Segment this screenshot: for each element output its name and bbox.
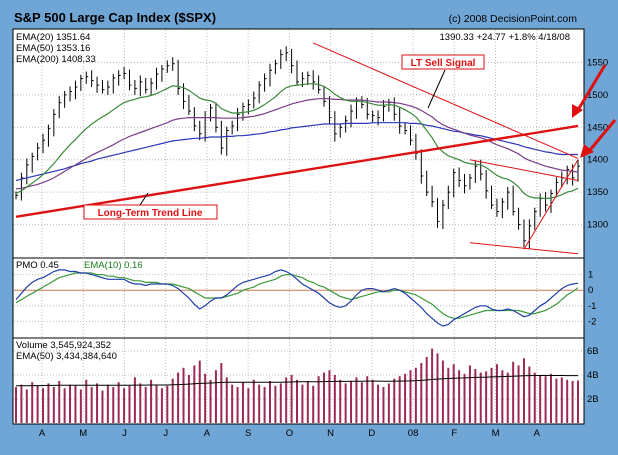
price-tick-label: 1500	[587, 90, 608, 101]
x-tick-label: S	[245, 428, 251, 439]
legend-pmo: PMO 0.45	[16, 260, 59, 271]
trendline	[313, 42, 579, 159]
volume-layer	[15, 348, 579, 423]
x-tick-label: M	[79, 428, 87, 439]
x-tick-label: F	[451, 428, 457, 439]
trendline-label: Long-Term Trend Line	[98, 208, 203, 219]
price-layer	[15, 42, 580, 255]
copyright: (c) 2008 DecisionPoint.com	[449, 13, 578, 25]
grid-lines	[14, 30, 583, 423]
sell-signal-label: LT Sell Signal	[411, 58, 476, 69]
x-tick-label: A	[534, 428, 541, 439]
sell-signal-pointer	[427, 69, 446, 109]
volume-tick-label: 2B	[587, 394, 599, 405]
x-tick-label: D	[368, 428, 375, 439]
x-tick-label: J	[122, 428, 127, 439]
pmo-tick-label: -2	[588, 316, 596, 327]
x-tick-label: 08	[408, 428, 419, 439]
trendline-box	[83, 204, 218, 220]
legend-ema20: EMA(20) 1351.64	[16, 32, 90, 43]
pmo-ema10-line	[15, 272, 579, 319]
arrow-upper-head	[572, 104, 583, 118]
x-tick-label: J	[163, 428, 168, 439]
pmo-panel-bg	[12, 257, 585, 339]
legend-volume-ema: EMA(50) 3,434,384,640	[16, 351, 117, 362]
x-tick-label: M	[492, 428, 500, 439]
arrow-upper-line	[576, 64, 607, 111]
trendline-pointer	[139, 192, 149, 206]
x-tick-label: N	[327, 428, 334, 439]
volume-tick-label: 4B	[587, 370, 599, 381]
trendline	[469, 159, 579, 181]
pmo-tick-label: -1	[588, 301, 596, 312]
trendline	[15, 124, 579, 218]
trendline	[523, 159, 579, 250]
x-tick-label: A	[39, 428, 46, 439]
arrow-lower-head	[580, 144, 594, 158]
axis-labels: A M J J A S O N D 08 F M A 1300 1350 1400 1450 1500 1550 1 0…	[39, 57, 608, 439]
ema20-line	[15, 83, 579, 200]
volume-tick-label: 6B	[587, 346, 599, 357]
chart-title: S&P 500 Large Cap Index ($SPX)	[14, 10, 216, 25]
pmo-tick-label: 1	[588, 270, 593, 281]
legend-ema200: EMA(200) 1408.33	[16, 54, 96, 65]
legend-ema50: EMA(50) 1353.16	[16, 43, 90, 54]
pmo-tick-label: 0	[588, 285, 593, 296]
x-tick-label: O	[286, 428, 293, 439]
legend-pmo-ema: EMA(10) 0.16	[84, 260, 143, 271]
pmo-line	[15, 269, 579, 327]
price-tick-label: 1550	[587, 57, 608, 68]
pmo-layer	[15, 269, 579, 327]
volume-ema50-line	[15, 375, 578, 387]
price-tick-label: 1300	[587, 220, 608, 231]
price-tick-label: 1450	[587, 122, 608, 133]
sell-signal-box	[401, 54, 485, 70]
price-tick-label: 1400	[587, 155, 608, 166]
arrow-lower-line	[588, 119, 617, 151]
x-tick-label: A	[204, 428, 211, 439]
price-panel-bg	[12, 28, 585, 259]
ema200-line	[15, 122, 578, 182]
legend-volume: Volume 3,545,924,352	[16, 340, 111, 351]
ema50-line	[15, 98, 579, 190]
price-tick-label: 1350	[587, 187, 608, 198]
trendline	[469, 242, 579, 255]
quote-readout: 1390.33 +24.77 +1.8% 4/18/08	[440, 32, 570, 43]
